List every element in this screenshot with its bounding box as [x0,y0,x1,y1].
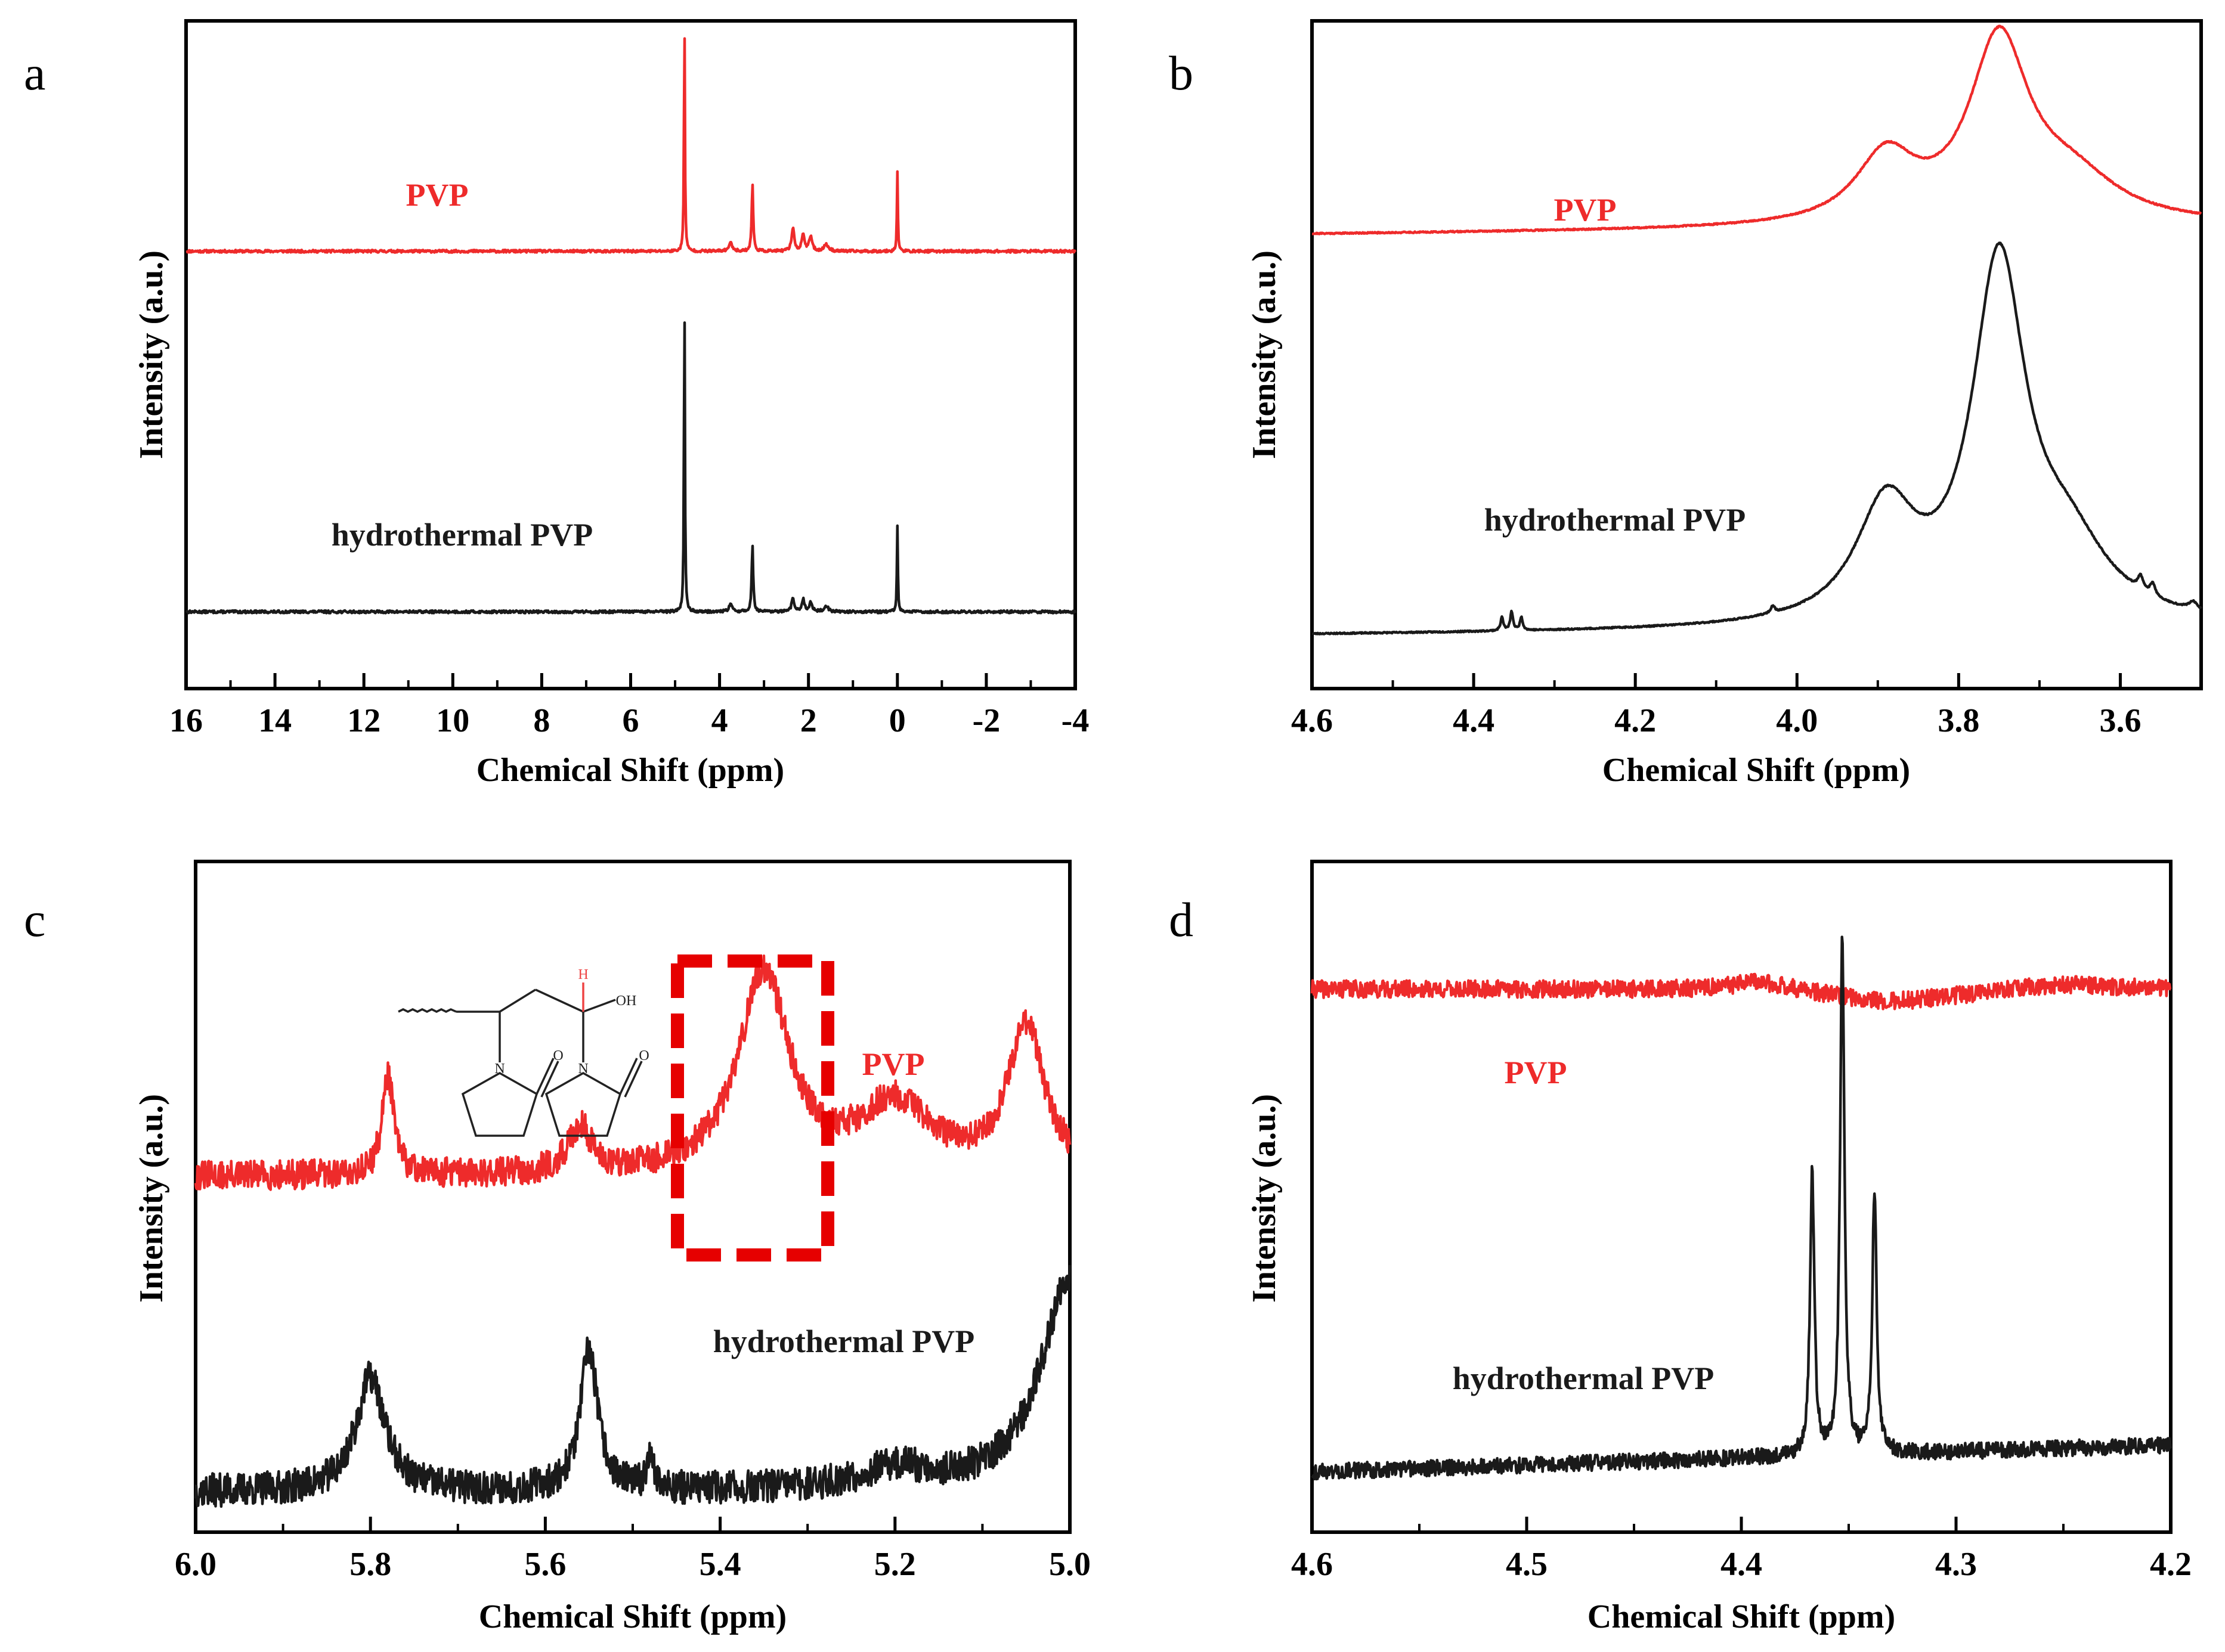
x-tick-label: 4.5 [1506,1546,1548,1583]
panel-c: 6.0 5.8 5.6 5.4 5.2 5.0 Chemical Shift (ppm) … [133,860,1091,1635]
plot-frame-b [1310,19,2203,690]
panel-letter-a: a [24,46,45,100]
x-tick-label: 3.6 [2099,702,2141,739]
x-tick-label: 5.4 [700,1546,741,1583]
series-label-pvp-d: PVP [1505,1055,1567,1090]
highlight-box [671,954,834,1262]
panel-letter-c: c [24,892,45,947]
pyrrolidone-ring-2 [544,1071,622,1137]
panel-a: 16 14 12 10 8 6 4 2 0 -2 -4 Chemical Shift (ppm) I… [133,19,1089,789]
series-line-hydrothermal-pvp-b [1311,241,2202,636]
x-tick-label: 4 [711,702,728,739]
y-axis-title-c: Intensity (a.u.) [133,1094,170,1303]
x-tick-label: 6 [623,702,639,739]
x-tick-label: 5.8 [349,1546,391,1583]
y-axis-title-d: Intensity (a.u.) [1246,1094,1283,1303]
x-axis-title-b: Chemical Shift (ppm) [1602,752,1910,789]
carbonyl-bond-2 [619,1058,638,1095]
panel-d: 4.6 4.5 4.4 4.3 4.2 Chemical Shift (ppm) Int… [1246,860,2192,1635]
x-tick-label: 6.0 [175,1546,216,1583]
x-axis-title-d: Chemical Shift (ppm) [1587,1598,1895,1635]
x-tick-label: 4.2 [1614,702,1656,739]
series-line-hydrothermal-pvp-a [185,321,1077,615]
x-tick-label: 4.4 [1453,702,1494,739]
panel-b: 4.6 4.4 4.2 4.0 3.8 3.6 Chemical Shift (ppm) … [1246,19,2203,789]
carbonyl-bond-2b [624,1061,643,1098]
x-tick-label: 4.3 [1935,1546,1977,1583]
plot-area-a [185,37,1077,615]
x-tick-label: 3.8 [1938,702,1979,739]
x-tick-label: 2 [800,702,817,739]
pyrrolidone-ring-1 [461,1071,539,1137]
x-tick-label: 8 [533,702,550,739]
backbone-bond-3 [535,988,584,1013]
plot-area-c [194,954,1072,1508]
x-tick-label: 4.0 [1776,702,1818,739]
x-tick-label: 16 [169,702,203,739]
x-tick-label: 4.6 [1291,702,1333,739]
backbone-bond-2 [499,988,536,1013]
plot-area-b [1311,24,2202,636]
panel-letter-b: b [1169,46,1193,100]
inset-n-label-1: N [494,1061,505,1077]
series-line-pvp-c [194,954,1072,1191]
y-axis-title-b: Intensity (a.u.) [1246,250,1283,459]
backbone-bond-oh [583,999,616,1013]
x-tick-label: 5.0 [1049,1546,1091,1583]
x-axis-c: 6.0 5.8 5.6 5.4 5.2 5.0 [175,1517,1091,1583]
pvp-structure-inset [398,982,643,1137]
series-line-hydrothermal-pvp-c [194,1264,1072,1508]
x-tick-label: 12 [347,702,380,739]
carbonyl-bond-1 [536,1058,555,1095]
inset-n-label-2: N [578,1061,588,1077]
series-line-pvp-a [185,37,1076,254]
series-label-hydrothermal-a: hydrothermal PVP [332,517,593,553]
x-axis-title-a: Chemical Shift (ppm) [476,752,784,789]
x-tick-label: 5.6 [524,1546,566,1583]
plot-area-d [1310,935,2173,1481]
x-tick-label: 10 [436,702,469,739]
series-label-hydrothermal-b: hydrothermal PVP [1484,502,1746,538]
polymer-chain-wavy [398,1008,457,1013]
series-label-pvp-b: PVP [1554,192,1617,228]
x-axis-title-c: Chemical Shift (ppm) [479,1598,787,1635]
x-tick-label: 14 [258,702,292,739]
panel-letter-d: d [1169,892,1193,947]
x-axis-d: 4.6 4.5 4.4 4.3 4.2 [1291,1517,2192,1583]
x-tick-label: 5.2 [874,1546,916,1583]
x-tick-label: 0 [889,702,906,739]
y-axis-title-a: Intensity (a.u.) [133,250,170,459]
x-tick-label: -2 [973,702,1001,739]
inset-o-label-1: O [553,1048,563,1064]
x-tick-label: 4.6 [1291,1546,1333,1583]
carbonyl-bond-1b [540,1061,559,1098]
x-tick-label: 4.4 [1720,1546,1762,1583]
series-label-pvp-a: PVP [406,177,469,213]
x-axis-a: 16 14 12 10 8 6 4 2 0 -2 -4 [169,673,1089,739]
x-axis-b: 4.6 4.4 4.2 4.0 3.8 3.6 [1291,673,2141,739]
series-label-hydrothermal-c: hydrothermal PVP [713,1324,974,1359]
x-tick-label: -4 [1062,702,1090,739]
x-tick-label: 4.2 [2150,1546,2192,1583]
series-line-hydrothermal-pvp-d [1311,935,2173,1481]
inset-oh-label: OH [616,993,637,1009]
series-line-pvp-b [1311,24,2202,235]
inset-o-label-2: O [639,1048,649,1064]
inset-h-label: H [578,967,588,982]
series-label-hydrothermal-d: hydrothermal PVP [1453,1360,1714,1396]
series-line-pvp-d [1310,972,2172,1011]
series-label-pvp-c: PVP [862,1046,925,1082]
